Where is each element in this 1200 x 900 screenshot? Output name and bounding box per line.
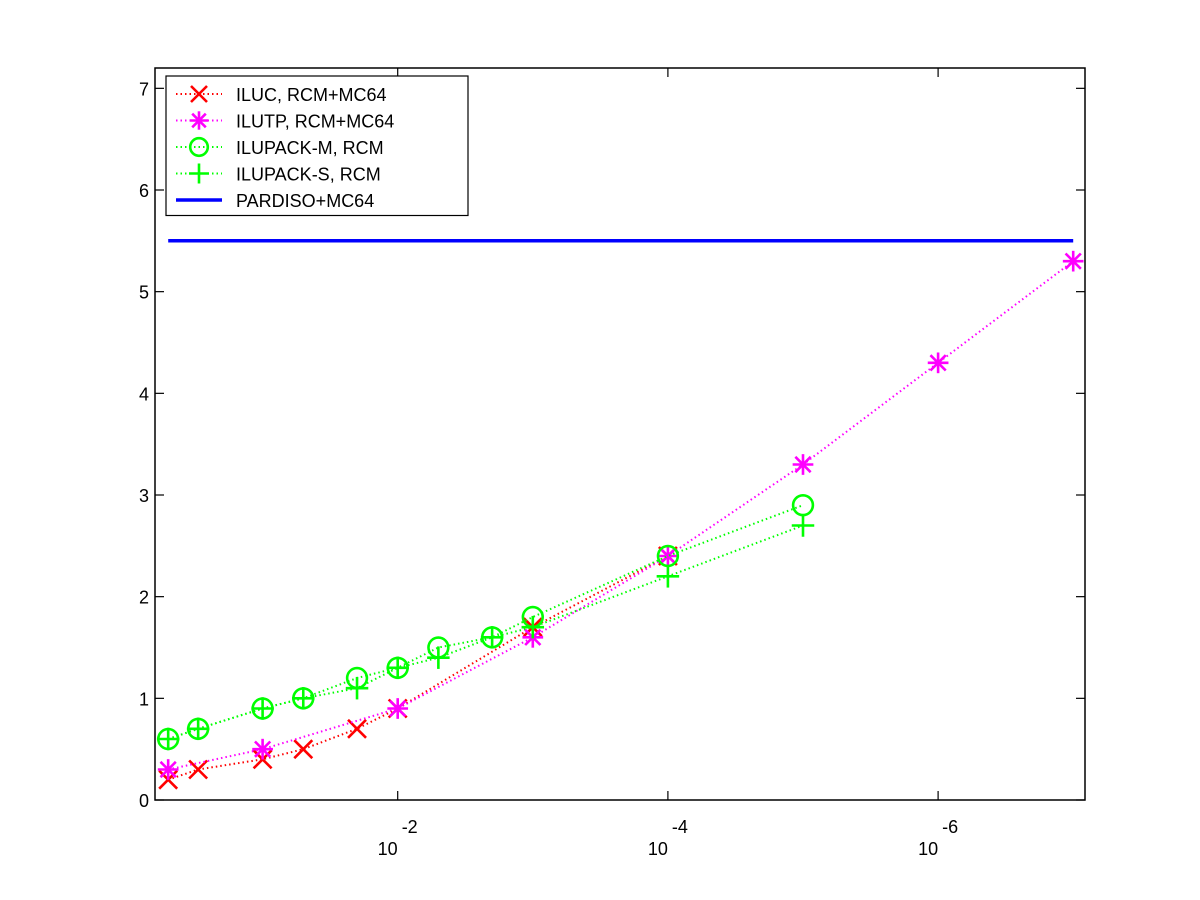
legend-box xyxy=(165,75,469,217)
data-point xyxy=(347,718,367,739)
x-axis: 10-210-410-6 xyxy=(378,68,958,859)
legend-item: PARDISO+MC64 xyxy=(176,191,374,211)
y-tick-label: 5 xyxy=(139,283,149,303)
legend-marker xyxy=(188,136,210,158)
series-line xyxy=(167,260,1074,771)
data-point xyxy=(386,656,409,680)
axes-frame xyxy=(154,67,1086,801)
legend-label: ILUPACK-S, RCM xyxy=(236,165,381,185)
legend-item: ILUPACK-S, RCM xyxy=(176,163,381,185)
data-point xyxy=(251,697,274,720)
x-tick-label-exponent: -2 xyxy=(402,817,418,837)
y-tick-label: 1 xyxy=(139,689,149,709)
legend-label: ILUC, RCM+MC64 xyxy=(236,85,387,105)
data-point xyxy=(521,615,545,639)
data-point xyxy=(156,727,180,751)
legend-label: PARDISO+MC64 xyxy=(236,191,374,211)
legend-label: ILUTP, RCM+MC64 xyxy=(236,112,394,132)
data-point xyxy=(292,687,315,710)
data-point xyxy=(157,759,179,780)
y-tick-label: 2 xyxy=(139,588,149,608)
x-tick-label-base: 10 xyxy=(648,839,668,859)
data-point xyxy=(480,626,504,649)
y-tick-label: 0 xyxy=(139,791,149,811)
data-point xyxy=(252,738,273,760)
data-point xyxy=(927,352,949,374)
series-line xyxy=(167,555,669,781)
data-point xyxy=(186,717,210,741)
y-tick-label: 4 xyxy=(139,384,149,404)
legend-label: ILUPACK-M, RCM xyxy=(236,138,384,158)
x-tick-label-exponent: -6 xyxy=(942,817,958,837)
legend-item: ILUTP, RCM+MC64 xyxy=(176,111,394,132)
y-tick-label: 3 xyxy=(139,486,149,506)
data-point xyxy=(427,646,450,669)
data-point xyxy=(1062,250,1084,272)
legend-marker xyxy=(190,85,208,103)
data-point xyxy=(791,514,815,537)
data-point xyxy=(387,698,409,719)
data-point xyxy=(345,676,369,700)
y-axis: 0 1 2 3 4 5 6 7 xyxy=(139,79,1085,811)
legend-item: ILUC, RCM+MC64 xyxy=(176,85,387,105)
data-point xyxy=(792,454,814,475)
data-point xyxy=(293,739,314,760)
legend-marker xyxy=(189,163,209,184)
x-tick-label-base: 10 xyxy=(378,839,398,859)
series-ilupack-s-rcm xyxy=(156,514,815,751)
y-tick-label: 7 xyxy=(139,79,149,99)
legend-marker xyxy=(189,111,209,130)
data-point xyxy=(656,565,680,588)
y-tick-label: 6 xyxy=(139,181,149,201)
series-line xyxy=(167,524,804,740)
legend-item: ILUPACK-M, RCM xyxy=(176,136,384,158)
data-point xyxy=(657,545,679,567)
data-point xyxy=(188,759,209,780)
series-layer xyxy=(156,239,1084,790)
x-tick-label-base: 10 xyxy=(918,839,938,859)
x-tick-label-exponent: -4 xyxy=(672,817,688,837)
legend: ILUC, RCM+MC64 ILUTP, RCM+MC64 ILUPACK-M, … xyxy=(165,75,469,217)
series-ilutp-rcm-mc64 xyxy=(157,250,1084,780)
